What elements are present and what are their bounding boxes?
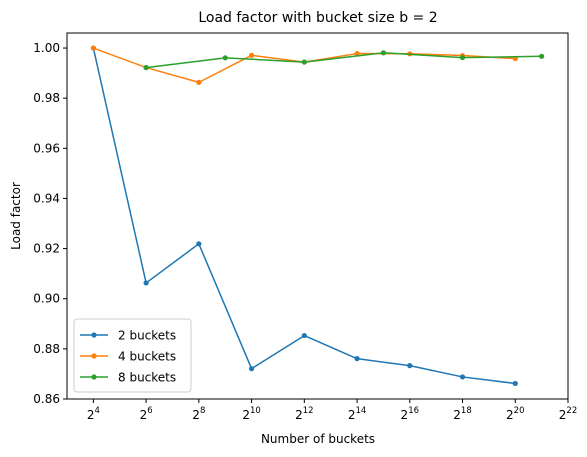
y-tick-label: 0.86 — [33, 392, 60, 406]
data-point — [459, 54, 466, 61]
legend-label: 4 buckets — [118, 350, 176, 364]
legend: 2 buckets 4 buckets 8 buckets — [73, 318, 192, 393]
data-point — [539, 53, 545, 59]
legend-label: 8 buckets — [118, 371, 176, 385]
x-tick-base: 2 — [140, 408, 148, 422]
legend-swatch-marker — [91, 332, 97, 338]
data-point — [380, 50, 387, 56]
x-tick-exponent: 14 — [355, 406, 366, 416]
x-tick-base: 2 — [295, 408, 303, 422]
x-tick-label: 218 — [453, 406, 471, 422]
x-tick-label: 24 — [87, 406, 100, 422]
x-tick-label: 28 — [192, 406, 205, 422]
legend-swatch-marker — [91, 353, 97, 359]
chart-title: Load factor with bucket size b = 2 — [198, 10, 437, 26]
x-tick-exponent: 10 — [250, 406, 261, 416]
data-point — [301, 59, 307, 65]
y-tick-label: 0.92 — [33, 242, 60, 256]
x-tick-base: 2 — [453, 408, 461, 422]
y-tick-label: 0.98 — [33, 91, 60, 105]
x-tick-exponent: 6 — [147, 406, 152, 416]
x-tick-exponent: 22 — [566, 406, 577, 416]
y-tick-label: 0.90 — [33, 292, 60, 306]
x-tick-base: 2 — [242, 408, 250, 422]
x-tick-label: 220 — [506, 406, 524, 422]
x-tick-label: 214 — [348, 406, 366, 422]
y-tick-label: 0.96 — [33, 141, 60, 155]
y-tick-label: 0.94 — [33, 191, 60, 205]
x-tick-base: 2 — [87, 408, 95, 422]
x-tick-base: 2 — [559, 408, 567, 422]
data-point — [407, 363, 413, 369]
y-tick-label: 0.88 — [33, 342, 60, 356]
data-point — [354, 356, 360, 362]
data-point — [512, 380, 518, 387]
x-tick-exponent: 18 — [461, 406, 472, 416]
x-tick-exponent: 16 — [408, 406, 419, 416]
data-point — [196, 79, 202, 85]
x-axis: 24 26 28 210 212 214 216 218 220 222 — [87, 399, 577, 422]
data-point — [90, 45, 96, 51]
data-point — [143, 64, 149, 71]
y-tick-label: 1.00 — [33, 41, 60, 55]
legend-box — [73, 318, 192, 393]
data-point — [196, 241, 202, 247]
data-point — [143, 280, 149, 286]
x-tick-exponent: 12 — [303, 406, 314, 416]
data-point — [301, 332, 307, 339]
x-tick-exponent: 8 — [200, 406, 205, 416]
series-8-buckets — [143, 50, 545, 71]
legend-entry-8-buckets: 8 buckets — [80, 371, 176, 385]
data-point — [354, 50, 360, 57]
legend-entry-2-buckets: 2 buckets — [80, 329, 176, 343]
legend-label: 2 buckets — [118, 329, 176, 343]
x-tick-exponent: 20 — [514, 406, 525, 416]
x-tick-label: 26 — [140, 406, 153, 422]
x-tick-label: 222 — [559, 406, 577, 422]
legend-entry-4-buckets: 4 buckets — [80, 350, 176, 364]
x-tick-base: 2 — [506, 408, 514, 422]
data-point — [248, 52, 255, 58]
data-point — [222, 55, 228, 61]
data-point — [248, 366, 255, 372]
x-tick-label: 212 — [295, 406, 313, 422]
x-axis-label: Number of buckets — [261, 432, 375, 446]
data-point — [459, 374, 466, 380]
x-tick-label: 216 — [401, 406, 419, 422]
y-axis-label: Load factor — [9, 182, 23, 250]
x-tick-base: 2 — [192, 408, 200, 422]
x-tick-base: 2 — [401, 408, 409, 422]
y-axis: 0.86 0.88 0.90 0.92 0.94 0.96 0.98 1.00 — [33, 41, 67, 406]
series-layer — [90, 45, 545, 387]
legend-swatch-marker — [91, 374, 97, 380]
series-line — [146, 52, 542, 69]
x-tick-exponent: 4 — [94, 406, 99, 416]
x-tick-label: 210 — [242, 406, 260, 422]
x-tick-base: 2 — [348, 408, 356, 422]
